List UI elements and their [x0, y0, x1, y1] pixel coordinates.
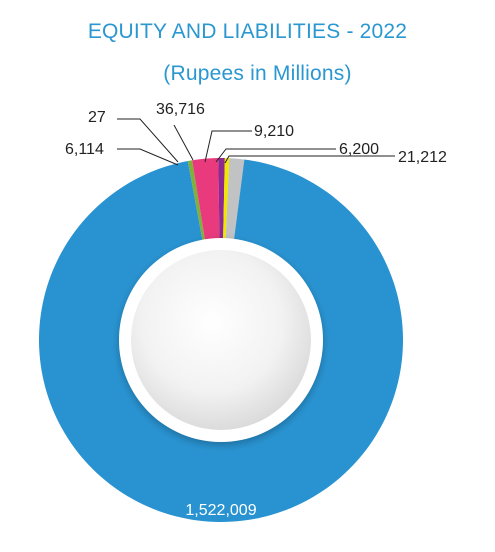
data-label-27: 27 [88, 109, 106, 126]
data-label-36716: 36,716 [156, 101, 205, 118]
donut-hub [119, 238, 323, 442]
chart-title: EQUITY AND LIABILITIES - 2022 [87, 20, 408, 43]
donut-slices [38, 158, 404, 522]
leader-line-27 [117, 118, 179, 163]
leader-line-9210 [204, 130, 252, 163]
data-labels: 1,522,009 6,114 27 36,716 9,210 6,200 21,212 [65, 101, 447, 519]
leader-line-6200 [215, 148, 336, 163]
data-label-21212: 21,212 [398, 149, 447, 166]
data-label-6200: 6,200 [339, 141, 379, 158]
data-label-1522009: 1,522,009 [185, 502, 256, 519]
chart-subtitle: (Rupees in Millions) [163, 62, 352, 85]
slice-1522009 [38, 159, 404, 522]
slice-36716 [192, 158, 220, 242]
leader-line-6114 [117, 148, 179, 166]
slice-6200 [223, 158, 230, 241]
data-label-6114: 6,114 [65, 141, 104, 158]
leader-line-36716 [173, 124, 194, 161]
slice-21212 [225, 158, 245, 241]
leader-line-21212 [224, 155, 395, 164]
leader-lines [117, 118, 395, 166]
slice-27 [192, 160, 206, 242]
slice-9210 [218, 158, 225, 241]
data-label-9210: 9,210 [254, 123, 294, 140]
slice-6114 [187, 160, 206, 242]
